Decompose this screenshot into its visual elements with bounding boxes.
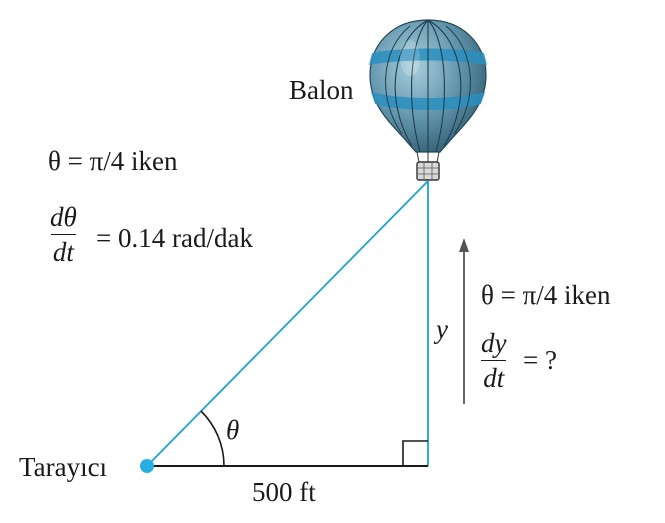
balloon-label: Balon: [289, 75, 354, 105]
hot-air-balloon-icon: [369, 19, 487, 181]
right-angle-condition: θ = π/4 iken: [481, 280, 611, 310]
left-rate-denominator: dt: [50, 234, 76, 266]
left-rate-value: = 0.14 rad/dak: [96, 223, 253, 253]
tracker-label: Tarayıcı: [19, 452, 108, 482]
right-rate-numerator: dy: [481, 328, 507, 358]
angle-symbol: θ: [226, 415, 240, 445]
hypotenuse-line: [146, 180, 429, 467]
left-angle-condition: θ = π/4 iken: [48, 146, 178, 176]
left-rate-numerator: dθ: [50, 202, 77, 232]
tracker-point: [140, 459, 154, 473]
right-rate-denominator: dt: [481, 360, 507, 392]
angle-arc: [200, 410, 225, 467]
rate-arrow: [459, 238, 469, 404]
left-rate-fraction: dθ dt: [48, 204, 79, 266]
side-y-symbol: y: [436, 314, 448, 344]
right-rate-value: = ?: [523, 345, 557, 375]
right-angle-marker: [402, 440, 428, 466]
base-length-label: 500 ft: [252, 477, 316, 507]
right-rate-fraction: dy dt: [479, 330, 508, 392]
